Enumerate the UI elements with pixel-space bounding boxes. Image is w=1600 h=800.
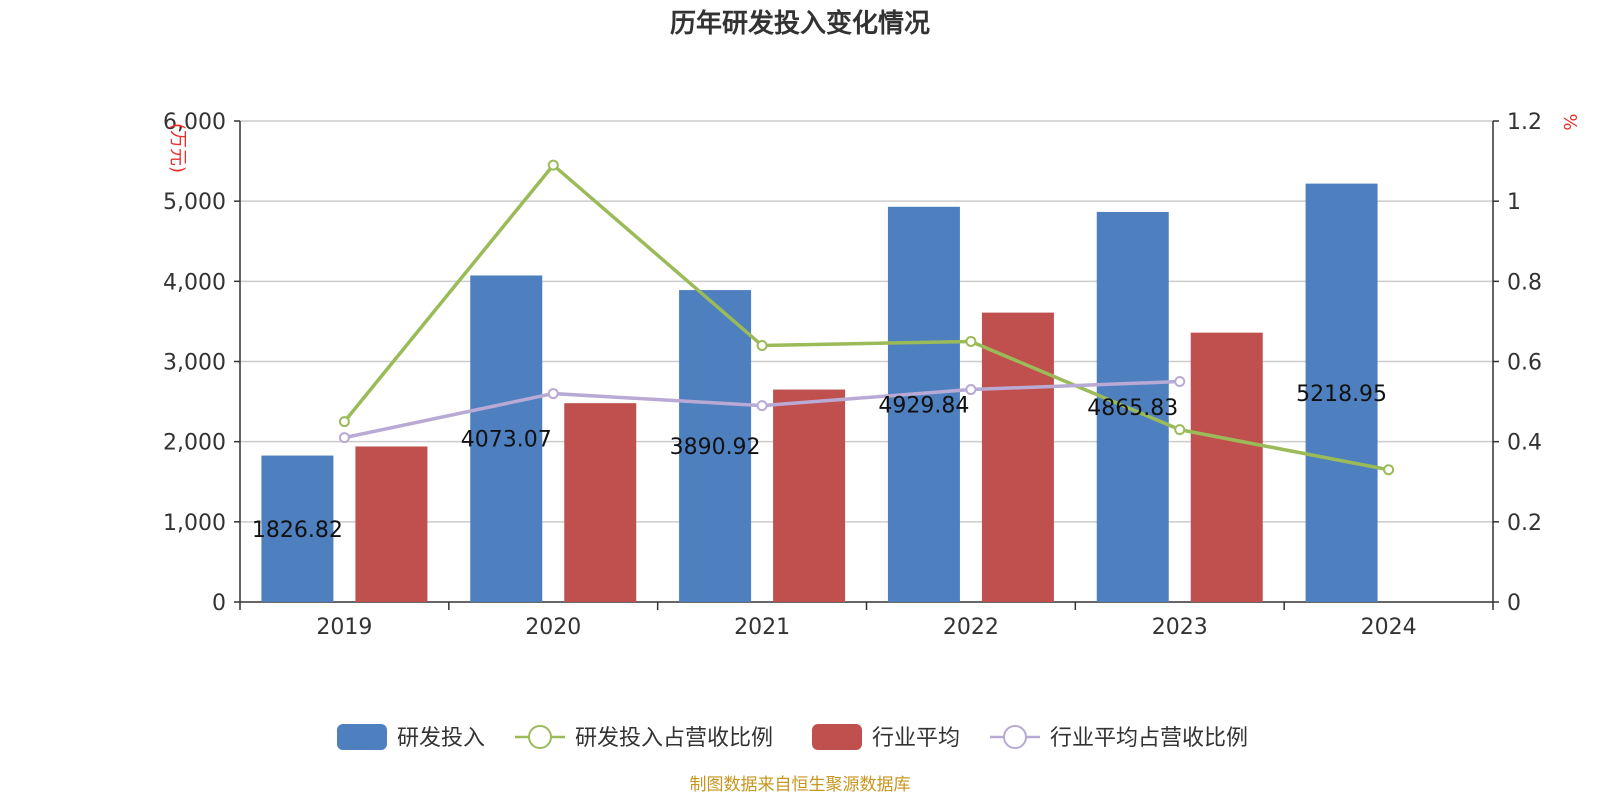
legend[interactable]: 研发投入 研发投入占营收比例 行业平均 行业平均占营收比例 (337, 724, 1248, 751)
left-tick-label: 3,000 (163, 351, 226, 376)
left-tick-label: 1,000 (163, 511, 226, 536)
bar (679, 290, 752, 602)
line-point (1174, 376, 1186, 388)
right-tick-label: 0.2 (1507, 511, 1542, 536)
legend-label: 研发投入占营收比例 (575, 726, 773, 751)
line-point (965, 384, 977, 396)
x-tick-label: 2024 (1361, 615, 1417, 640)
line-point (547, 159, 559, 171)
source-note: 制图数据来自恒生聚源数据库 (690, 775, 911, 795)
bar (261, 455, 334, 602)
bar (564, 403, 637, 602)
legend-label: 行业平均 (872, 726, 960, 751)
axes: 0 0 1,000 0.2 2,000 0.4 3,000 0.6 4,000 0.8 5,000 1… (163, 110, 1542, 640)
bar (470, 275, 543, 602)
legend-label: 研发投入 (397, 726, 485, 751)
x-tick-label: 2023 (1152, 615, 1208, 640)
line-point (338, 416, 350, 428)
bar-value-label: 3890.92 (670, 435, 761, 460)
bars (261, 183, 1378, 603)
bar (1305, 183, 1378, 602)
bar (1096, 211, 1169, 603)
line-point (756, 339, 768, 351)
left-tick-label: 6,000 (163, 110, 226, 135)
line-point (965, 335, 977, 347)
left-tick-label: 0 (212, 591, 226, 616)
line-point (756, 400, 768, 412)
grid (240, 120, 1493, 523)
bar (355, 446, 428, 602)
chart-title: 历年研发投入变化情况 (670, 8, 930, 39)
x-tick-label: 2021 (734, 615, 790, 640)
bar (773, 389, 846, 602)
bar-value-label: 4929.84 (878, 393, 969, 418)
left-tick-label: 5,000 (163, 190, 226, 215)
bar-value-label: 4865.83 (1087, 396, 1178, 421)
x-tick-label: 2019 (316, 615, 372, 640)
right-tick-label: 1 (1507, 190, 1521, 215)
bar (1190, 332, 1263, 602)
legend-label: 行业平均占营收比例 (1050, 726, 1248, 751)
right-axis-unit: % (1559, 113, 1580, 130)
right-tick-label: 1.2 (1507, 110, 1542, 135)
right-tick-label: 0.8 (1507, 270, 1542, 295)
series-line (343, 162, 1389, 472)
bar-value-label: 4073.07 (461, 428, 552, 453)
left-tick-label: 2,000 (163, 431, 226, 456)
left-tick-label: 4,000 (163, 270, 226, 295)
bar (887, 206, 960, 603)
bar-value-label: 1826.82 (252, 518, 343, 543)
line-point (547, 388, 559, 400)
line-point (1383, 464, 1395, 476)
left-axis-unit: (万元) (167, 123, 188, 173)
data-labels: 1826.82 4073.07 3890.92 4929.84 4865.83 5218.… (252, 382, 1387, 543)
line-point (338, 432, 350, 444)
legend-swatch-marker (528, 725, 552, 749)
legend-swatch (812, 724, 862, 750)
bar (981, 312, 1054, 602)
legend-swatch (337, 724, 387, 750)
right-tick-label: 0 (1507, 591, 1521, 616)
legend-swatch-marker (1003, 725, 1027, 749)
lines (338, 159, 1395, 476)
line-point (1174, 424, 1186, 436)
right-tick-label: 0.4 (1507, 431, 1542, 456)
bar-value-label: 5218.95 (1296, 382, 1387, 407)
right-tick-label: 0.6 (1507, 351, 1542, 376)
x-tick-label: 2022 (943, 615, 999, 640)
x-tick-label: 2020 (525, 615, 581, 640)
